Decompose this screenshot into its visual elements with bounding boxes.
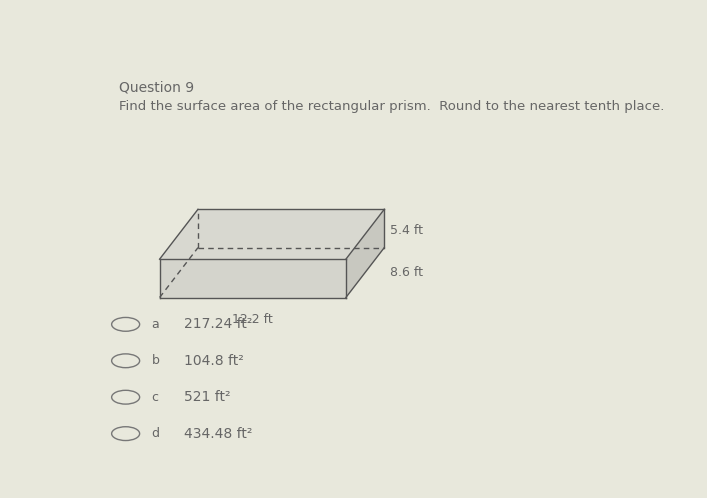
- Text: 8.6 ft: 8.6 ft: [390, 266, 423, 279]
- Text: 217.24 ft²: 217.24 ft²: [185, 317, 252, 331]
- Text: 5.4 ft: 5.4 ft: [390, 224, 423, 237]
- Text: Find the surface area of the rectangular prism.  Round to the nearest tenth plac: Find the surface area of the rectangular…: [119, 100, 664, 113]
- Text: 12.2 ft: 12.2 ft: [233, 313, 273, 326]
- Text: a: a: [151, 318, 159, 331]
- Polygon shape: [160, 209, 385, 259]
- Polygon shape: [346, 209, 385, 297]
- Text: 521 ft²: 521 ft²: [185, 390, 230, 404]
- Text: b: b: [151, 354, 159, 368]
- Text: c: c: [151, 391, 158, 404]
- Polygon shape: [160, 259, 346, 297]
- Text: 434.48 ft²: 434.48 ft²: [185, 427, 252, 441]
- Text: Question 9: Question 9: [119, 81, 194, 95]
- Text: d: d: [151, 427, 159, 440]
- Text: 104.8 ft²: 104.8 ft²: [185, 354, 244, 368]
